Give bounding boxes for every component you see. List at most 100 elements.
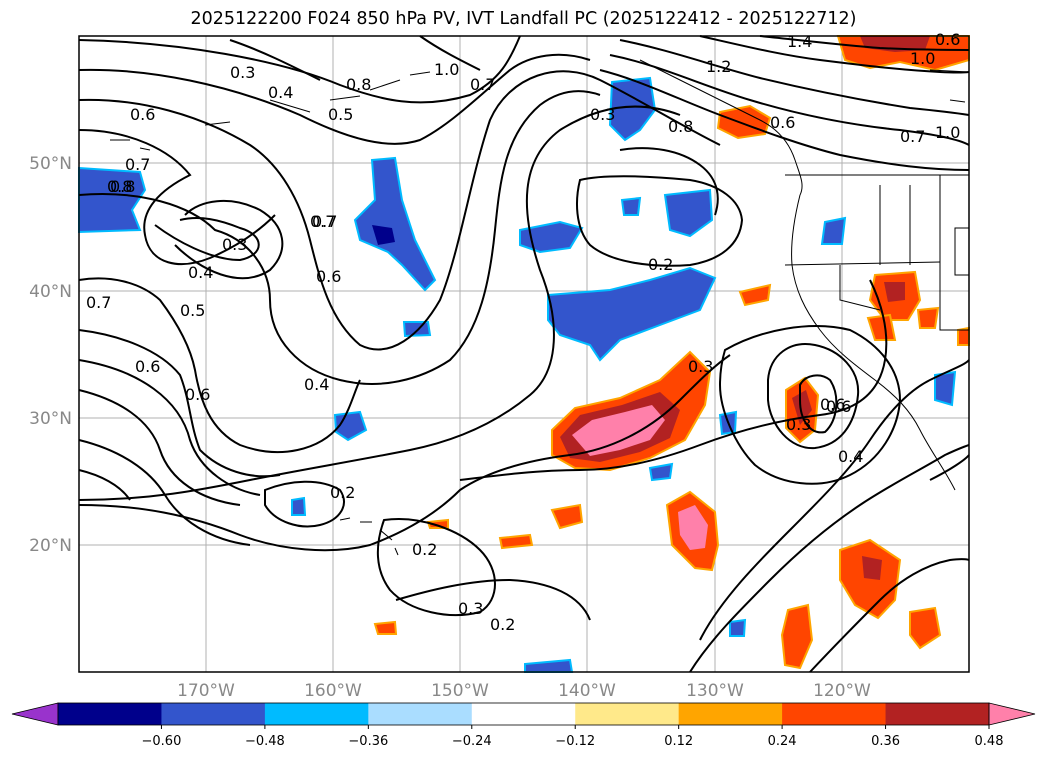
colorbar-tick-label: −0.36 xyxy=(348,734,388,749)
contour-labels: 0.3 0.4 0.5 0.6 0.7 0.8 1.0 0.7 1.2 1.4 … xyxy=(86,30,960,634)
contour-label: 0.2 xyxy=(412,540,437,559)
contour-label: 0.6 xyxy=(935,30,960,49)
colorbar-tick-label: −0.60 xyxy=(142,734,182,749)
figure-title: 2025122200 F024 850 hPa PV, IVT Landfall… xyxy=(190,9,857,29)
lat-label: 20°N xyxy=(29,536,72,556)
contour-label: 0.4 xyxy=(838,447,863,466)
colorbar-segment xyxy=(885,703,990,725)
lat-label: 30°N xyxy=(29,409,72,429)
contour-label: 1.0 xyxy=(434,60,459,79)
colorbar-segments xyxy=(58,703,990,725)
colorbar-segment xyxy=(678,703,783,725)
pv-patch xyxy=(820,216,847,245)
pv-patch xyxy=(916,306,940,329)
colorbar-segment xyxy=(782,703,887,725)
contour-label: 0.5 xyxy=(180,301,205,320)
contour-label: 0.7 xyxy=(900,127,925,146)
contour-label: 0.2 xyxy=(330,483,355,502)
contour-label: 0.3 xyxy=(688,357,713,376)
pv-patch xyxy=(663,188,714,238)
pv-patch xyxy=(426,518,449,529)
pv-patch xyxy=(934,370,957,407)
lon-label: 160°W xyxy=(304,681,362,701)
colorbar-tick-label: 0.24 xyxy=(768,734,797,749)
colorbar-segment xyxy=(575,703,680,725)
contour-label: 0.6 xyxy=(316,267,341,286)
negative-pv-patches xyxy=(78,76,957,673)
colorbar-segment xyxy=(58,703,162,725)
contour-label: 0.7 xyxy=(470,75,495,94)
contour-label: 0.6 xyxy=(820,395,845,414)
longitude-labels: 170°W 160°W 150°W 140°W 130°W 120°W xyxy=(177,681,871,701)
colorbar-ticks: −0.60 −0.48 −0.36 −0.24 −0.12 0.12 0.24 0.36 0.4… xyxy=(142,725,1004,749)
colorbar-segment xyxy=(368,703,473,725)
pv-patch xyxy=(678,505,708,550)
contour-label: 0.8 xyxy=(110,177,135,196)
contour-label: 0.3 xyxy=(786,415,811,434)
pv-patch xyxy=(716,104,772,140)
pv-patch xyxy=(729,618,747,637)
lat-label: 50°N xyxy=(29,154,72,174)
contour-label: 0.4 xyxy=(268,83,293,102)
pv-patch xyxy=(291,496,307,516)
contour-label: 0.8 xyxy=(107,177,132,196)
pv-patch xyxy=(373,620,398,635)
pv-contours xyxy=(78,35,970,673)
pv-patch xyxy=(402,321,432,338)
colorbar-tick-label: −0.24 xyxy=(452,734,492,749)
pv-patch xyxy=(372,225,395,245)
colorbar-tick-label: −0.48 xyxy=(245,734,285,749)
contour-label: 0.6 xyxy=(130,105,155,124)
lon-label: 140°W xyxy=(558,681,616,701)
pv-patch xyxy=(839,538,902,620)
contour-label: 0.2 xyxy=(490,615,515,634)
colorbar-segment xyxy=(471,703,576,725)
pv-patch xyxy=(547,266,717,362)
pv-patch xyxy=(608,76,657,142)
pv-patch xyxy=(550,503,584,530)
pv-patch xyxy=(738,283,772,307)
colorbar-extend-high xyxy=(988,702,1036,726)
pv-patch xyxy=(519,220,584,254)
contour-label: 0.5 xyxy=(328,105,353,124)
contour-label: 1.4 xyxy=(787,32,812,51)
contour-label: 0.3 xyxy=(458,599,483,618)
contour-label: 0.4 xyxy=(304,375,329,394)
contour-label: 0.3 xyxy=(230,63,255,82)
contour-label: 0.6 xyxy=(135,357,160,376)
colorbar: −0.60 −0.48 −0.36 −0.24 −0.12 0.12 0.24 0.36 0.4… xyxy=(11,702,1036,749)
lat-label: 40°N xyxy=(29,282,72,302)
colorbar-tick-label: 0.12 xyxy=(664,734,693,749)
contour-label: 0.7 xyxy=(310,212,335,231)
pv-patch xyxy=(498,533,534,550)
contour-label: 0.8 xyxy=(668,117,693,136)
contour-label: 0.7 xyxy=(312,212,337,231)
colorbar-segment xyxy=(264,703,369,725)
contour-label: 1.2 xyxy=(706,57,731,76)
contour-label: 0.3 xyxy=(590,105,615,124)
contour-label: 0.4 xyxy=(188,263,213,282)
colorbar-extend-low xyxy=(11,702,59,726)
pv-patch xyxy=(862,556,882,580)
pv-patch xyxy=(353,156,437,292)
pv-patch xyxy=(957,326,970,346)
pv-patch xyxy=(909,606,942,650)
contour-label: 1.0 xyxy=(935,123,960,142)
positive-pv-patches xyxy=(373,35,970,670)
contour-label: 0.6 xyxy=(826,397,851,416)
contour-label: 0.6 xyxy=(185,385,210,404)
pv-patch xyxy=(620,196,642,216)
contour-label: 0.8 xyxy=(346,75,371,94)
pv-patch xyxy=(648,462,674,482)
colorbar-tick-label: 0.48 xyxy=(975,734,1004,749)
colorbar-segment xyxy=(161,703,266,725)
lon-label: 130°W xyxy=(686,681,744,701)
contour-label: 0.6 xyxy=(770,113,795,132)
map-frame xyxy=(78,35,970,673)
colorbar-tick-label: 0.36 xyxy=(871,734,900,749)
map-panel xyxy=(78,35,970,673)
pv-patch xyxy=(884,282,905,302)
pv-patch xyxy=(780,603,814,670)
lon-label: 120°W xyxy=(813,681,871,701)
